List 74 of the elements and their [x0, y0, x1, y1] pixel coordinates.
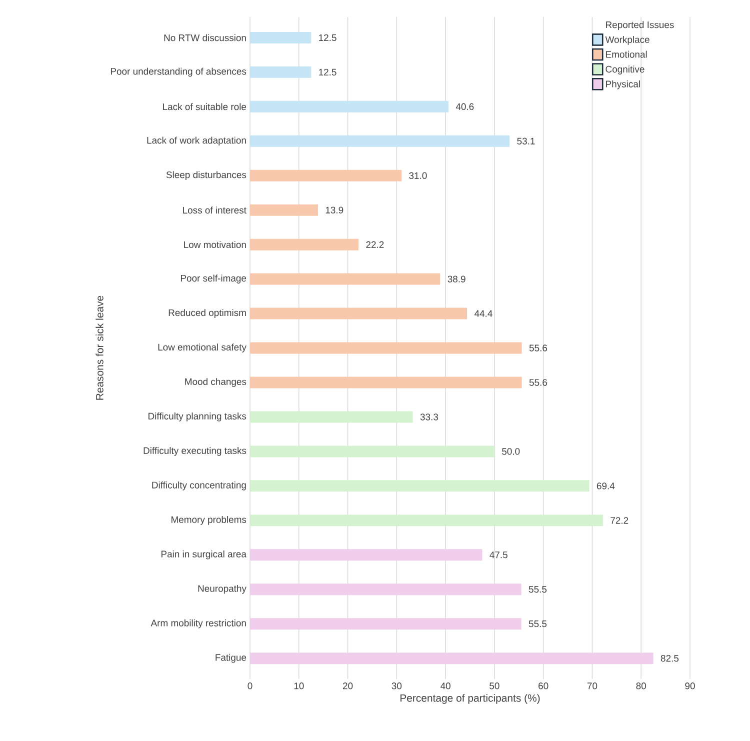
data-label: 50.0	[502, 448, 520, 455]
bar	[250, 170, 402, 182]
data-label: 55.6	[529, 379, 548, 386]
bar	[250, 514, 603, 526]
x-tick-label: 0	[248, 682, 252, 690]
y-tick-label: No RTW discussion	[164, 34, 246, 42]
data-label: 53.1	[517, 138, 535, 144]
data-label: 22.2	[366, 241, 384, 248]
data-label: 55.5	[528, 586, 547, 593]
legend-label: Cognitive	[606, 66, 644, 74]
bar	[250, 273, 440, 285]
legend-label: Physical	[606, 80, 640, 90]
data-label: 55.6	[529, 344, 548, 352]
bar	[250, 376, 522, 388]
x-axis-title: Percentage of participants (%)	[400, 694, 540, 704]
y-tick-label: Lack of work adaptation	[147, 136, 246, 146]
y-tick-label: Poor self-image	[180, 274, 246, 284]
x-tick-label: 20	[342, 682, 353, 690]
y-axis-title: Reasons for sick leave	[96, 296, 104, 400]
bar	[250, 32, 312, 44]
x-tick-label: 60	[538, 682, 548, 690]
bar	[250, 446, 494, 458]
y-tick-label: Lack of suitable role	[163, 103, 246, 110]
y-tick-label: Difficulty planning tasks	[148, 412, 246, 422]
data-label: 82.5	[660, 654, 679, 662]
bar	[250, 342, 522, 354]
bar	[250, 66, 312, 78]
x-tick-label: 90	[685, 682, 695, 690]
data-label: 44.4	[474, 310, 492, 317]
legend-label: Workplace	[605, 36, 650, 45]
data-label: 55.5	[528, 620, 547, 628]
y-tick-label: Pain in surgical area	[162, 550, 246, 560]
x-tick-label: 40	[440, 682, 450, 690]
y-tick-label: Difficulty concentrating	[152, 482, 246, 490]
data-label: 12.5	[319, 68, 336, 76]
data-label: 47.5	[490, 552, 508, 558]
bar	[250, 135, 510, 147]
bar	[250, 584, 522, 596]
legend-title: Reported Issues	[606, 21, 674, 30]
data-label: 40.6	[456, 103, 474, 110]
x-tick-label: 10	[294, 682, 304, 690]
y-tick-label: Low motivation	[184, 241, 246, 248]
bar	[250, 204, 318, 216]
data-label: 12.5	[319, 34, 336, 42]
data-label: 31.0	[409, 172, 427, 179]
bar	[250, 549, 482, 561]
data-label: 33.3	[420, 414, 438, 420]
y-tick-label: Neuropathy	[198, 584, 246, 594]
y-tick-label: Poor understanding of absences	[110, 68, 246, 77]
y-tick-label: Loss of interest	[183, 206, 246, 214]
y-tick-label: Arm mobility restriction	[150, 619, 246, 628]
bar	[250, 238, 359, 250]
data-label: 38.9	[448, 276, 466, 282]
y-tick-label: Reduced optimism	[168, 309, 246, 318]
data-label: 72.2	[610, 517, 628, 524]
legend-label: Emotional	[606, 50, 647, 58]
bar	[250, 308, 468, 320]
x-tick-label: 80	[636, 682, 646, 690]
data-label: 13.9	[326, 206, 344, 214]
y-tick-label: Low emotional safety	[158, 344, 246, 352]
bar	[250, 618, 522, 630]
bar	[250, 411, 413, 423]
bar	[250, 100, 448, 112]
bar	[250, 652, 654, 664]
bar	[250, 480, 590, 492]
y-tick-label: Sleep disturbances	[166, 171, 246, 180]
y-tick-label: Difficulty executing tasks	[144, 447, 246, 456]
data-label: 69.4	[596, 482, 615, 490]
x-tick-label: 30	[392, 682, 402, 690]
y-tick-label: Fatigue	[216, 654, 246, 663]
x-tick-label: 70	[587, 682, 598, 690]
x-tick-label: 50	[490, 682, 500, 690]
y-tick-label: Mood changes	[185, 378, 246, 387]
y-tick-label: Memory problems	[172, 516, 246, 525]
